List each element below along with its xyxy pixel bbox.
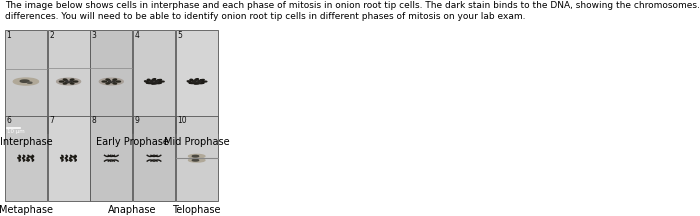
Ellipse shape — [106, 83, 110, 84]
Ellipse shape — [195, 79, 198, 80]
Ellipse shape — [197, 82, 200, 83]
Ellipse shape — [147, 79, 150, 81]
Ellipse shape — [193, 156, 199, 157]
Ellipse shape — [188, 159, 205, 162]
Ellipse shape — [151, 83, 157, 84]
Ellipse shape — [18, 157, 20, 158]
Ellipse shape — [193, 80, 197, 81]
Ellipse shape — [113, 81, 115, 82]
Text: differences. You will need to be able to identify onion root tip cells in differ: differences. You will need to be able to… — [5, 12, 526, 21]
Text: 4: 4 — [134, 31, 139, 40]
Text: 5: 5 — [177, 31, 182, 40]
Ellipse shape — [27, 82, 32, 83]
Text: Telophase: Telophase — [172, 205, 221, 215]
Ellipse shape — [64, 79, 67, 80]
Ellipse shape — [99, 78, 123, 85]
Ellipse shape — [202, 81, 206, 82]
Ellipse shape — [113, 83, 116, 84]
Text: Metaphase: Metaphase — [0, 205, 53, 215]
Bar — [176, 116, 218, 201]
Ellipse shape — [61, 157, 63, 158]
Ellipse shape — [57, 78, 80, 85]
Ellipse shape — [153, 79, 155, 80]
Ellipse shape — [199, 79, 204, 81]
Bar — [90, 116, 132, 201]
Ellipse shape — [194, 83, 199, 84]
Text: 3: 3 — [92, 31, 97, 40]
Ellipse shape — [13, 78, 38, 85]
Text: 10: 10 — [177, 116, 187, 125]
Text: 6: 6 — [6, 116, 11, 125]
Text: Mid Prophase: Mid Prophase — [164, 137, 230, 147]
Ellipse shape — [109, 82, 112, 83]
Ellipse shape — [74, 81, 78, 82]
Ellipse shape — [113, 79, 116, 80]
Ellipse shape — [150, 80, 154, 81]
Bar — [5, 30, 47, 133]
Ellipse shape — [158, 83, 162, 84]
Ellipse shape — [70, 81, 72, 82]
Ellipse shape — [72, 156, 75, 157]
Text: Early Prophase: Early Prophase — [96, 137, 169, 147]
Bar — [90, 30, 132, 133]
Ellipse shape — [200, 83, 204, 84]
Ellipse shape — [70, 79, 74, 80]
Ellipse shape — [70, 83, 74, 84]
Text: 7: 7 — [49, 116, 54, 125]
Ellipse shape — [146, 83, 151, 84]
Ellipse shape — [159, 81, 164, 82]
Ellipse shape — [190, 79, 193, 81]
Text: 8: 8 — [92, 116, 97, 125]
Text: 1: 1 — [6, 31, 11, 40]
Ellipse shape — [60, 81, 64, 82]
Ellipse shape — [193, 159, 199, 161]
Ellipse shape — [106, 79, 110, 80]
Text: 2: 2 — [49, 31, 54, 40]
Ellipse shape — [188, 81, 191, 82]
Bar — [48, 30, 90, 133]
Text: 9: 9 — [134, 116, 139, 125]
Text: The image below shows cells in interphase and each phase of mitosis in onion roo: The image below shows cells in interphas… — [5, 1, 700, 10]
Ellipse shape — [64, 83, 67, 84]
Text: 10 μm: 10 μm — [7, 129, 24, 134]
Bar — [176, 30, 218, 133]
Bar — [133, 30, 175, 133]
Ellipse shape — [102, 81, 106, 82]
Ellipse shape — [116, 81, 120, 82]
Ellipse shape — [29, 156, 32, 157]
Text: Anaphase: Anaphase — [108, 205, 157, 215]
Ellipse shape — [66, 82, 69, 83]
Ellipse shape — [188, 154, 205, 158]
Bar — [5, 116, 47, 201]
Bar — [133, 116, 175, 201]
Ellipse shape — [145, 81, 148, 82]
Ellipse shape — [189, 83, 194, 84]
Ellipse shape — [20, 80, 29, 82]
Ellipse shape — [157, 79, 162, 81]
Ellipse shape — [154, 82, 158, 83]
Bar — [48, 116, 90, 201]
Text: Interphase: Interphase — [0, 137, 52, 147]
